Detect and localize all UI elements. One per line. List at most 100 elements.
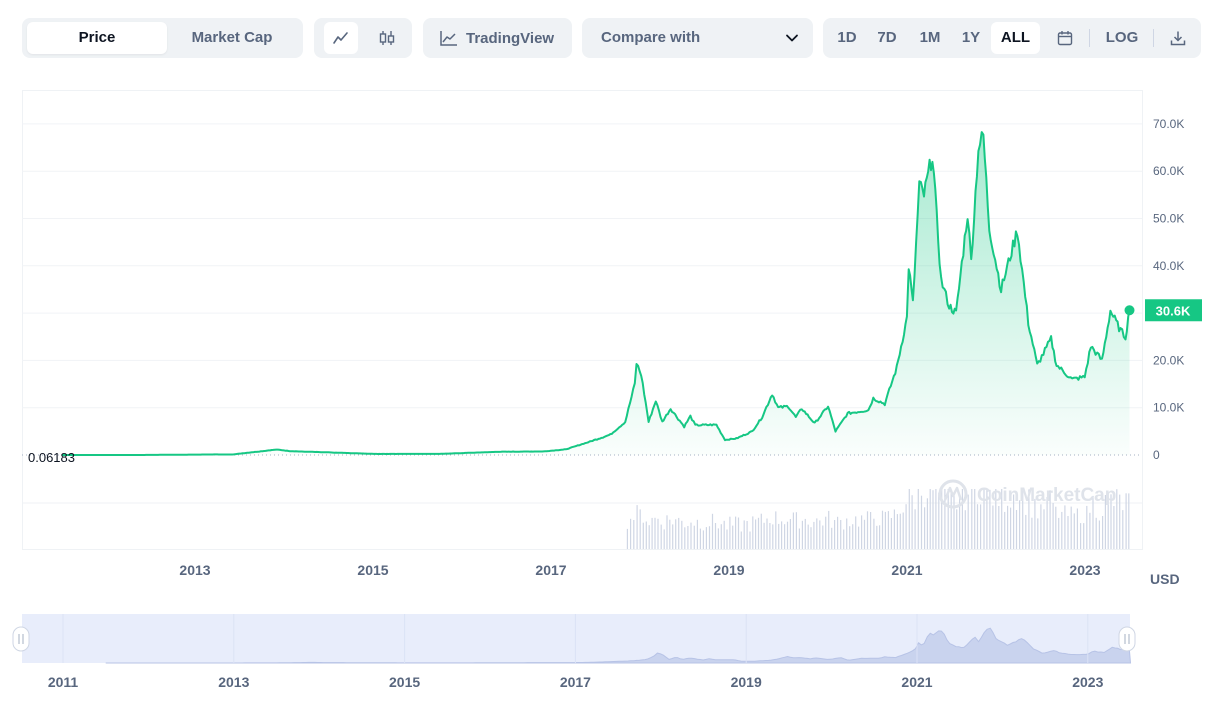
volume-bar: [858, 526, 860, 549]
x-tick-label: 2019: [713, 562, 744, 578]
range-1m-button[interactable]: 1M: [919, 29, 941, 46]
volume-bar: [1015, 510, 1018, 549]
volume-bar: [743, 520, 745, 549]
volume-bar: [781, 521, 783, 549]
x-tick-label: 2023: [1069, 562, 1100, 578]
y-tick-label: 30.0K: [1153, 306, 1184, 320]
price-line: [61, 131, 1131, 456]
volume-bar: [941, 489, 943, 549]
volume-bar: [995, 489, 997, 549]
volume-bar: [855, 516, 857, 549]
volume-bar: [678, 517, 680, 549]
volume-bar: [737, 517, 740, 549]
volume-bar: [792, 512, 794, 549]
volume-bar: [804, 518, 806, 549]
chart-style-toggle: [314, 18, 412, 58]
range-1y-button[interactable]: 1Y: [961, 29, 981, 46]
price-marketcap-toggle: Price Market Cap: [22, 18, 303, 58]
volume-bar: [986, 489, 988, 549]
volume-bar: [660, 524, 662, 549]
volume-bar: [775, 511, 777, 549]
volume-bar: [1019, 500, 1021, 549]
y-tick-label: 20.0K: [1153, 353, 1184, 367]
volume-bar: [1022, 490, 1024, 549]
price-chart[interactable]: CoinMarketCap 0 10.0K 20.0K 30.0K 40.0K 50.0K…: [0, 0, 1210, 600]
volume-bar: [726, 529, 728, 549]
volume-bar: [899, 513, 901, 549]
volume-bar: [723, 520, 725, 549]
volume-bar: [784, 524, 786, 549]
volume-bar: [772, 524, 774, 549]
volume-bar: [714, 523, 717, 549]
current-price-label: 30.6K: [1156, 303, 1191, 318]
volume-bar: [746, 521, 748, 549]
current-price-dot: [1124, 305, 1135, 316]
range-toolbar: 1D 7D 1M 1Y ALL LOG: [823, 18, 1201, 58]
navigator-left-handle[interactable]: [12, 626, 30, 652]
x-tick-label: 2015: [357, 562, 388, 578]
y-tick-label: 10.0K: [1153, 401, 1184, 415]
navigator-right-handle[interactable]: [1118, 626, 1136, 652]
range-all-button[interactable]: ALL: [991, 22, 1040, 54]
y-tick-label: 40.0K: [1153, 259, 1184, 273]
compare-with-dropdown[interactable]: Compare with: [582, 18, 813, 58]
volume-bar: [789, 519, 791, 549]
volume-bar: [938, 492, 940, 549]
volume-bar: [717, 528, 719, 549]
range-7d-button[interactable]: 7D: [877, 29, 897, 46]
volume-bar: [819, 520, 821, 549]
volume-bar: [1037, 518, 1039, 549]
volume-bar: [1104, 495, 1106, 549]
volume-bar: [801, 520, 803, 549]
volume-bar: [1055, 506, 1057, 549]
volume-bar: [795, 512, 797, 549]
volume-bar: [651, 517, 653, 549]
download-icon[interactable]: [1161, 22, 1195, 54]
volume-bar: [1098, 520, 1100, 549]
tradingview-label: TradingView: [466, 29, 555, 47]
volume-bar: [989, 489, 991, 549]
y-tick-label: 0: [1153, 448, 1160, 462]
volume-bar: [1046, 497, 1048, 549]
volume-bar: [846, 518, 848, 549]
calendar-icon[interactable]: [1048, 22, 1082, 54]
tradingview-button[interactable]: TradingView: [423, 18, 572, 58]
volume-bar: [639, 509, 641, 549]
x-tick-label: 2017: [535, 562, 566, 578]
volume-bar: [786, 521, 789, 549]
range-1d-button[interactable]: 1D: [837, 29, 857, 46]
volume-bar: [1052, 503, 1054, 549]
volume-bar: [1080, 523, 1082, 549]
volume-bar: [763, 522, 765, 549]
volume-bar: [974, 489, 976, 549]
volume-bar: [749, 531, 751, 549]
volume-bar: [926, 498, 928, 549]
log-scale-button[interactable]: LOG: [1105, 29, 1139, 46]
volume-bar: [911, 495, 913, 549]
navigator-area: [105, 627, 1132, 664]
volume-bar: [1010, 507, 1012, 549]
candlestick-icon[interactable]: [370, 22, 404, 54]
volume-bar: [953, 492, 955, 549]
volume-bar: [876, 525, 878, 549]
volume-bar: [1061, 511, 1063, 549]
volume-bar: [699, 528, 701, 549]
tab-market-cap[interactable]: Market Cap: [191, 29, 273, 46]
volume-bar: [1070, 506, 1072, 549]
tab-price[interactable]: Price: [27, 22, 167, 54]
volume-bar: [752, 516, 754, 549]
volume-bar: [890, 518, 892, 549]
volume-bar: [1034, 498, 1036, 549]
volume-bar: [1073, 513, 1075, 549]
watermark-text: CoinMarketCap: [977, 485, 1116, 506]
line-chart-icon[interactable]: [324, 22, 358, 54]
volume-bar: [766, 518, 768, 549]
volume-bar: [813, 521, 815, 549]
volume-bar: [971, 489, 973, 549]
volume-bar: [861, 515, 863, 549]
volume-bar: [1107, 493, 1109, 549]
volume-bar: [887, 511, 889, 549]
volume-bar: [684, 527, 686, 549]
range-navigator[interactable]: 2011 2013 2015 2017 2019 2021 2023: [0, 606, 1210, 706]
volume-bar: [778, 523, 780, 549]
